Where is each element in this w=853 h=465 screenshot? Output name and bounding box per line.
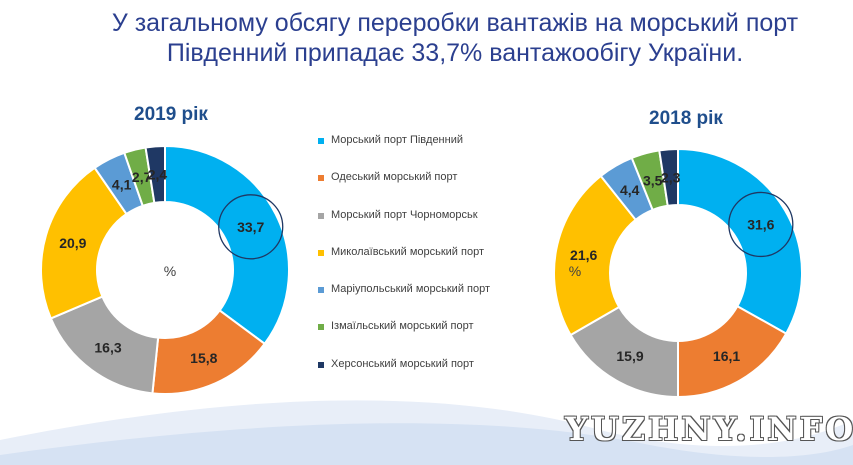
legend-swatch xyxy=(318,250,324,256)
watermark: YUZHNY.INFO xyxy=(565,410,853,448)
donut-slice-2018 xyxy=(677,148,803,335)
center-label-2018: % xyxy=(569,263,581,279)
page-title: У загальному обсягу переробки вантажів н… xyxy=(111,9,799,67)
legend-swatch xyxy=(318,324,324,330)
data-label-2018: 16,1 xyxy=(713,348,740,364)
data-label-2019: 33,7 xyxy=(237,219,264,235)
data-label-2019: 20,9 xyxy=(59,235,86,251)
legend-label: Морський порт Чорноморськ xyxy=(331,209,478,221)
data-label-2019: 2,4 xyxy=(148,166,168,182)
chart-title-2018: 2018 рік xyxy=(649,108,723,129)
donut-chart-2019: 33,7 15,8 16,3 20,9 4,1 2,72,4% xyxy=(40,145,290,395)
legend-label: Миколаївський морський порт xyxy=(331,246,484,258)
data-label-2019: 16,3 xyxy=(94,339,121,355)
donut-slice-2018 xyxy=(553,174,638,337)
legend-label: Маріупольський морський порт xyxy=(331,283,491,295)
donut-slice-2018 xyxy=(658,148,679,207)
legend-swatch xyxy=(318,287,324,293)
data-label-2018: 21,6 xyxy=(570,247,597,263)
data-label-2018: 4,4 xyxy=(620,182,640,198)
data-label-2018: 3,5 xyxy=(643,172,663,188)
data-label-2019: 15,8 xyxy=(190,350,217,366)
legend-label: Ізмаїльський морський порт xyxy=(331,320,474,332)
chart-title-2019: 2019 рік xyxy=(134,104,208,125)
data-label-2019: 2,7 xyxy=(132,169,152,185)
data-label-2018: 15,9 xyxy=(616,348,643,364)
legend-swatch xyxy=(318,213,324,219)
data-label-2019: 4,1 xyxy=(112,176,132,192)
donut-slice-2019 xyxy=(164,145,290,346)
data-label-2018: 2,3 xyxy=(661,169,681,185)
legend-label: Морський порт Південний xyxy=(331,134,463,146)
highlight-circle-2018 xyxy=(728,191,794,258)
donut-slice-2019 xyxy=(40,166,128,320)
data-label-2018: 31,6 xyxy=(747,216,774,232)
donut-slice-2019 xyxy=(144,145,166,204)
donut-chart-2018: 31,6 16,1 15,9 21,6 4,43,52,3% xyxy=(553,148,803,398)
legend-swatch xyxy=(318,175,324,181)
center-label-2019: % xyxy=(164,263,176,279)
legend-label: Одеський морський порт xyxy=(331,171,458,183)
legend-label: Херсонський морський порт xyxy=(331,358,474,370)
legend-swatch xyxy=(318,138,324,144)
legend-swatch xyxy=(318,362,324,368)
highlight-circle-2019 xyxy=(218,194,284,260)
